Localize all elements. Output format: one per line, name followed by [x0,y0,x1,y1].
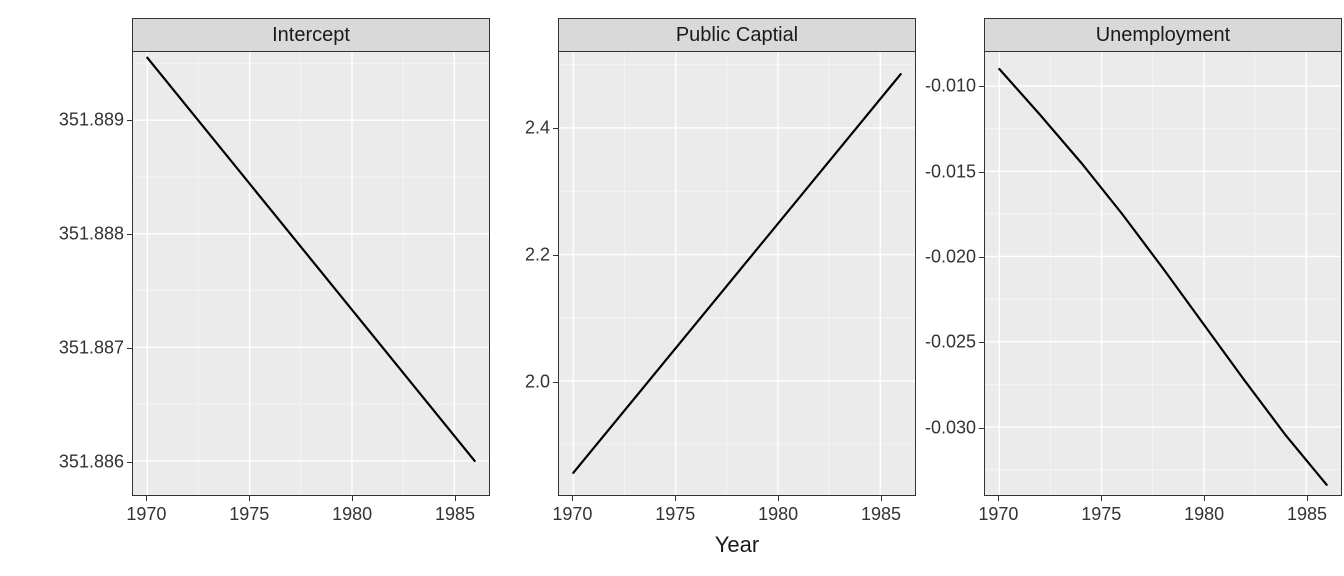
y-tick-mark [979,257,984,258]
x-tick-label: 1975 [1081,504,1121,525]
x-axis-title: Year [558,532,916,558]
y-tick-mark [553,255,558,256]
x-tick-mark [455,496,456,501]
y-tick-mark [979,172,984,173]
y-tick-mark [979,428,984,429]
x-tick-mark [881,496,882,501]
x-tick-label: 1980 [332,504,372,525]
x-tick-mark [998,496,999,501]
y-tick-mark [127,462,132,463]
y-tick-label: -0.025 [925,332,976,353]
series-line [573,74,900,473]
x-tick-label: 1970 [552,504,592,525]
y-tick-label: 351.886 [59,451,124,472]
y-tick-mark [127,234,132,235]
x-tick-label: 1985 [1287,504,1327,525]
x-axis-labels: 1970197519801985 [132,504,490,532]
y-axis-labels: 2.0 2.2 2.4 [512,52,550,496]
y-tick-mark [979,86,984,87]
y-tick-label: 351.888 [59,224,124,245]
y-tick-label: 351.889 [59,110,124,131]
x-tick-label: 1985 [435,504,475,525]
y-tick-mark [553,128,558,129]
x-tick-label: 1970 [126,504,166,525]
series-line [999,69,1326,485]
panel-title: Public Captial [558,18,916,52]
x-tick-mark [778,496,779,501]
plot-svg [559,52,915,495]
y-tick-label: -0.020 [925,246,976,267]
x-tick-label: 1980 [1184,504,1224,525]
plot-svg [985,52,1341,495]
series-line [147,58,474,461]
x-tick-mark [1101,496,1102,501]
y-tick-mark [979,342,984,343]
panel-title: Intercept [132,18,490,52]
x-tick-mark [352,496,353,501]
x-tick-mark [1307,496,1308,501]
x-axis-labels: 1970197519801985 [558,504,916,532]
faceted-chart: Intercept 351.886 351.887 351.888 351.889 197… [0,0,1344,576]
x-tick-label: 1985 [861,504,901,525]
y-tick-label: 2.4 [525,118,550,139]
x-tick-mark [572,496,573,501]
panel-2: Unemployment [984,18,1342,496]
x-tick-mark [1204,496,1205,501]
x-axis-labels: 1970197519801985 [984,504,1342,532]
y-tick-label: -0.015 [925,161,976,182]
x-tick-label: 1975 [655,504,695,525]
y-tick-label: -0.030 [925,417,976,438]
x-tick-mark [249,496,250,501]
plot-area [984,52,1342,496]
x-tick-mark [675,496,676,501]
y-tick-mark [553,382,558,383]
y-tick-label: 2.0 [525,371,550,392]
panel-title: Unemployment [984,18,1342,52]
x-tick-mark [146,496,147,501]
x-tick-label: 1970 [978,504,1018,525]
y-tick-mark [127,120,132,121]
y-tick-label: 2.2 [525,244,550,265]
y-axis-labels: -0.030 -0.025 -0.020 -0.015 -0.010 [916,52,976,496]
y-tick-label: 351.887 [59,338,124,359]
x-tick-label: 1980 [758,504,798,525]
panel-1: Public Captial [558,18,916,496]
x-tick-label: 1975 [229,504,269,525]
y-tick-mark [127,348,132,349]
y-axis-labels: 351.886 351.887 351.888 351.889 [42,52,124,496]
plot-area [558,52,916,496]
panel-0: Intercept [132,18,490,496]
plot-svg [133,52,489,495]
y-tick-label: -0.010 [925,76,976,97]
plot-area [132,52,490,496]
